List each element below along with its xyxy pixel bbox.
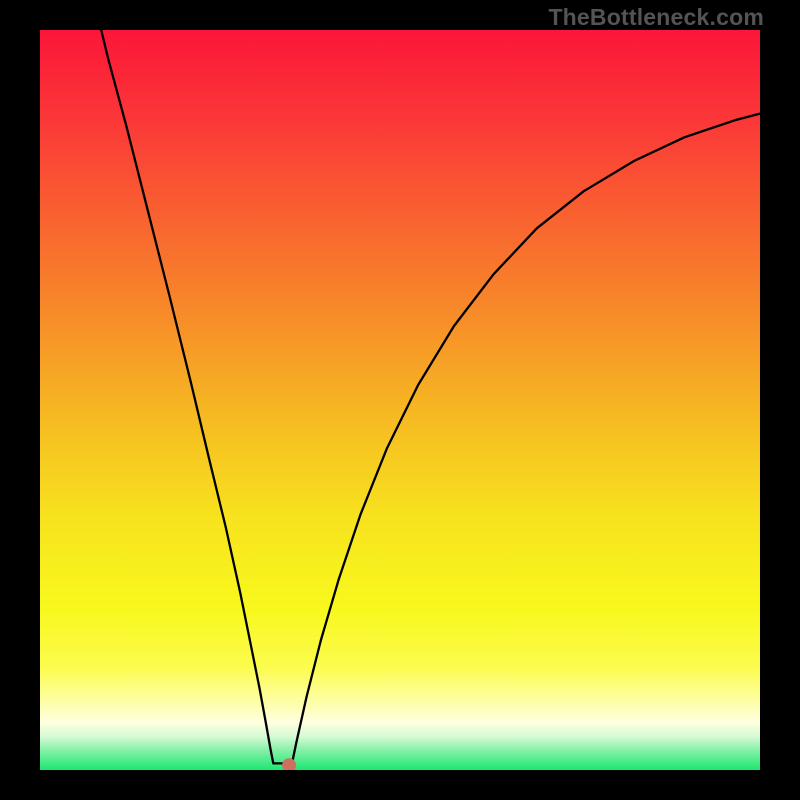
frame-border bbox=[0, 0, 40, 800]
watermark-text: TheBottleneck.com bbox=[548, 4, 764, 31]
bottleneck-chart bbox=[0, 0, 800, 800]
frame-border bbox=[760, 0, 800, 800]
plot-gradient-bg bbox=[40, 30, 760, 770]
frame-border bbox=[0, 770, 800, 800]
